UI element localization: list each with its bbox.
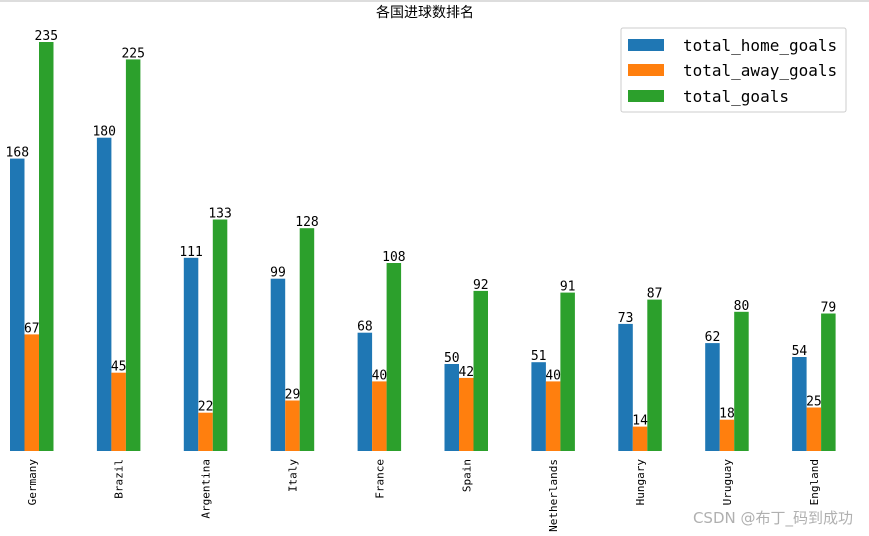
watermark: CSDN @布丁_码到成功: [693, 509, 853, 528]
x-tick-label-argentina: Argentina: [200, 459, 213, 519]
bar-home-argentina: [183, 257, 199, 451]
legend-label-home: total_home_goals: [683, 36, 837, 55]
x-tick-label-italy: Italy: [287, 459, 300, 492]
bar-total-france: [386, 263, 402, 451]
value-label-away-spain: 42: [458, 365, 474, 380]
value-label-total-germany: 235: [35, 29, 58, 44]
value-label-away-uruguay: 18: [719, 407, 735, 422]
value-label-home-uruguay: 62: [705, 330, 721, 345]
bar-home-brazil: [96, 137, 112, 451]
legend-label-away: total_away_goals: [683, 61, 837, 80]
value-label-away-france: 40: [372, 368, 388, 383]
value-label-home-netherlands: 51: [531, 349, 547, 364]
bar-away-hungary: [632, 426, 648, 451]
bar-total-brazil: [125, 59, 141, 452]
chart-title: 各国进球数排名: [376, 5, 474, 21]
bar-home-netherlands: [531, 362, 546, 451]
value-label-total-brazil: 225: [121, 46, 144, 61]
legend: total_home_goals total_away_goals total_…: [620, 27, 847, 113]
value-label-total-uruguay: 80: [734, 299, 750, 314]
value-label-away-italy: 29: [285, 388, 301, 403]
legend-swatch-total: [628, 90, 664, 102]
value-label-home-spain: 50: [444, 351, 460, 366]
bar-total-uruguay: [734, 311, 749, 451]
value-label-total-argentina: 133: [208, 207, 231, 222]
legend-swatch-home: [628, 39, 664, 51]
bar-away-italy: [285, 400, 300, 451]
x-tick-label-hungary: Hungary: [634, 459, 647, 506]
value-label-away-netherlands: 40: [545, 368, 561, 383]
value-label-away-argentina: 22: [198, 400, 214, 415]
x-tick-label-uruguay: Uruguay: [721, 459, 734, 506]
bar-total-spain: [473, 290, 488, 451]
x-tick-label-netherlands: Netherlands: [547, 459, 560, 532]
value-label-total-spain: 92: [473, 278, 489, 293]
bar-away-spain: [459, 377, 474, 451]
legend-swatch-away: [628, 64, 664, 76]
bar-home-england: [792, 357, 807, 451]
legend-box: [620, 27, 847, 113]
value-label-home-brazil: 180: [92, 125, 115, 140]
value-labels-group: 168 67 235 180 45 225 111 22 133 99 29 128 68 40 108 50…: [6, 29, 837, 429]
bar-away-uruguay: [719, 419, 735, 451]
bars-group: [10, 42, 836, 452]
value-label-home-hungary: 73: [618, 311, 634, 326]
value-label-total-italy: 128: [295, 215, 318, 230]
bar-total-italy: [299, 228, 315, 451]
value-label-total-france: 108: [382, 250, 405, 265]
bar-total-hungary: [647, 299, 662, 451]
bar-away-france: [372, 381, 387, 451]
x-tick-label-brazil: Brazil: [113, 459, 126, 499]
value-label-away-england: 25: [806, 395, 822, 410]
bar-home-uruguay: [705, 343, 720, 451]
value-label-home-england: 54: [792, 344, 808, 359]
bar-total-netherlands: [560, 292, 575, 451]
x-tick-label-england: England: [808, 459, 821, 505]
value-label-away-germany: 67: [24, 321, 40, 336]
bar-total-germany: [39, 42, 54, 451]
bar-away-argentina: [198, 412, 213, 451]
bar-home-italy: [270, 278, 286, 451]
value-label-total-hungary: 87: [647, 287, 663, 302]
value-label-away-hungary: 14: [632, 414, 648, 429]
legend-label-total: total_goals: [683, 87, 789, 106]
bar-home-france: [357, 332, 373, 451]
bar-away-netherlands: [545, 381, 561, 451]
value-label-home-italy: 99: [270, 266, 286, 281]
bar-total-england: [821, 313, 836, 451]
bar-away-germany: [24, 334, 39, 451]
value-label-home-germany: 168: [6, 146, 29, 161]
bar-total-argentina: [212, 219, 228, 451]
bar-home-spain: [444, 364, 459, 451]
x-tick-labels-group: Germany Brazil Argentina Italy France Spain Ne…: [26, 459, 821, 532]
value-label-home-argentina: 111: [179, 245, 202, 260]
bar-home-germany: [10, 158, 25, 451]
value-label-total-england: 79: [821, 301, 837, 316]
value-label-total-netherlands: 91: [560, 280, 576, 295]
bar-home-hungary: [618, 323, 633, 451]
bar-away-england: [806, 407, 822, 451]
value-label-away-brazil: 45: [111, 360, 127, 375]
x-tick-label-germany: Germany: [26, 459, 39, 506]
bar-away-brazil: [111, 372, 126, 451]
x-tick-label-france: France: [373, 459, 386, 499]
x-tick-label-spain: Spain: [460, 459, 473, 492]
value-label-home-france: 68: [357, 320, 373, 335]
